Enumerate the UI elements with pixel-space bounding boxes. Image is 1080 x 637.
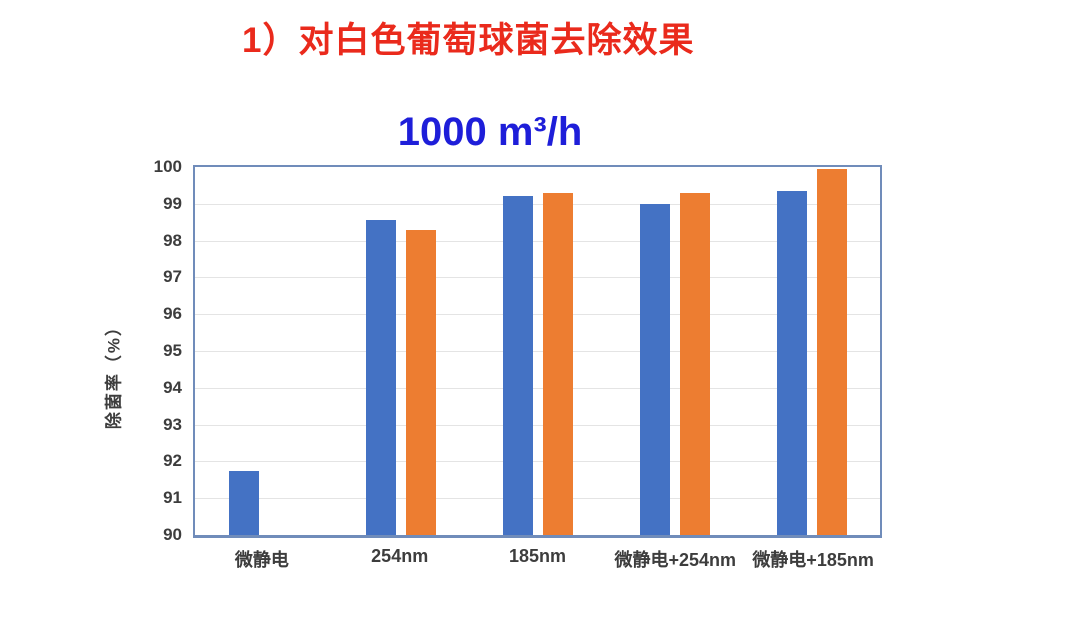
blue-series-bar bbox=[228, 470, 259, 535]
gridline bbox=[195, 424, 880, 426]
y-tick-label: 95 bbox=[163, 341, 182, 360]
orange-series-bar bbox=[405, 229, 436, 535]
page-title: 1）对白色葡萄球菌去除效果 bbox=[242, 21, 695, 60]
x-tick-label: 微静电+185nm bbox=[752, 550, 874, 570]
y-tick-label: 93 bbox=[163, 414, 182, 434]
blue-series-bar bbox=[365, 220, 396, 535]
y-tick-label: 99 bbox=[163, 193, 182, 213]
bar-group bbox=[469, 167, 606, 535]
y-axis-ticks: 100 99 98 97 96 95 94 93 92 91 90 bbox=[130, 157, 182, 544]
y-tick-label: 91 bbox=[163, 488, 182, 508]
x-tick-label: 254nm bbox=[371, 546, 429, 566]
y-axis-title: 除菌率（%） bbox=[104, 316, 124, 430]
bar-group bbox=[332, 167, 469, 535]
plot-area bbox=[193, 165, 882, 538]
y-tick-label: 100 bbox=[153, 157, 182, 176]
blue-series-bar bbox=[639, 203, 670, 535]
orange-series-bar bbox=[679, 192, 710, 535]
gridline bbox=[195, 203, 880, 205]
y-tick-label: 92 bbox=[163, 451, 182, 471]
y-tick-label: 96 bbox=[163, 304, 182, 324]
orange-series-bar bbox=[816, 168, 847, 535]
x-tick-label: 185nm bbox=[508, 546, 567, 566]
y-tick-label: 97 bbox=[163, 267, 182, 287]
blue-series-bar bbox=[776, 190, 807, 535]
bar-group bbox=[743, 167, 880, 535]
bar-groups bbox=[195, 167, 880, 535]
gridline bbox=[195, 314, 880, 316]
x-tick-label: 微静电 bbox=[234, 550, 289, 570]
blue-series-bar bbox=[502, 196, 533, 535]
x-axis-labels: 微静电 254nm 185nm 微静电+254nm 微静电+185nm bbox=[193, 546, 882, 572]
gridline bbox=[195, 387, 880, 389]
gridline bbox=[195, 461, 880, 463]
chart-title: 1000 m³/h bbox=[397, 110, 583, 154]
gridline bbox=[195, 498, 880, 500]
gridline bbox=[195, 277, 880, 279]
y-tick-label: 90 bbox=[163, 525, 182, 544]
x-tick-label: 微静电+254nm bbox=[614, 550, 737, 570]
bar-group bbox=[606, 167, 743, 535]
bar-group bbox=[195, 167, 332, 535]
orange-series-bar bbox=[542, 192, 573, 535]
gridline bbox=[195, 351, 880, 352]
y-tick-label: 94 bbox=[163, 377, 182, 397]
gridlines bbox=[195, 167, 880, 535]
gridline bbox=[195, 240, 880, 242]
y-tick-label: 98 bbox=[163, 230, 182, 250]
